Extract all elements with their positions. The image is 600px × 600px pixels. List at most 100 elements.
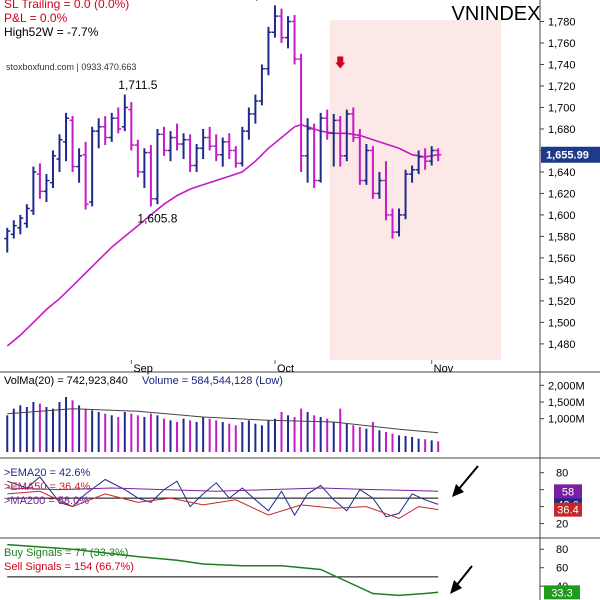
ohlc-bar [206, 126, 213, 151]
ohlc-bar [36, 163, 43, 199]
ohlc-bar [219, 137, 226, 167]
signals-pointer-arrow [455, 565, 473, 587]
buy-signals-line [7, 543, 439, 597]
ohlc-bar [291, 15, 298, 65]
ohlc-bar [376, 171, 383, 199]
price-y-tick-label: 1,720 [548, 81, 576, 93]
ohlc-bar [369, 146, 376, 199]
ohlc-bar [128, 102, 135, 151]
price-y-tick-label: 1,640 [548, 167, 576, 179]
ohlc-bar [4, 227, 11, 253]
ohlc-bar [213, 134, 220, 162]
ohlc-bar [311, 123, 318, 189]
breadth-line-ema50 [7, 490, 439, 519]
ohlc-bar [141, 148, 148, 189]
breadth-pointer-arrow [457, 465, 479, 491]
ohlc-bar [356, 128, 363, 185]
breadth-end-box [554, 484, 582, 499]
ohlc-bar [435, 148, 442, 162]
last-price-label: 1,655.99 [546, 150, 589, 162]
volume-text: Volume = 584,544,128 (Low) [142, 375, 283, 387]
ohlc-bar [49, 150, 56, 189]
ohlc-bar [160, 126, 167, 156]
header-line: P&L = 0.0% [4, 11, 68, 25]
breadth-line-ema20 [7, 476, 439, 518]
ohlc-bar [174, 123, 181, 151]
breadth-legend-item: >EMA20 = 42.6% [4, 467, 90, 479]
header-line: High52W = -7.7% [4, 25, 99, 39]
volume-ma-text: VolMa(20) = 742,923,840 [4, 375, 128, 387]
breadth-y-tick-label: 20 [556, 519, 568, 531]
ohlc-bar [115, 107, 122, 134]
ohlc-bar [108, 112, 115, 142]
price-y-tick-label: 1,600 [548, 210, 576, 222]
ohlc-bar [324, 109, 331, 140]
ohlc-bar [415, 150, 422, 175]
ohlc-bar [428, 146, 435, 166]
ohlc-bar [63, 112, 70, 162]
price-annotation: 1,605.8 [137, 212, 177, 226]
chart-title: VNINDEX [452, 3, 541, 25]
signals-y-tick-label: 80 [556, 544, 568, 556]
ohlc-bar [10, 220, 17, 239]
price-ma-line [6, 123, 439, 347]
buy-signals-text: Buy Signals = 77 (33.3%) [4, 547, 128, 559]
watermark-text: stoxboxfund.com | 0933.470.663 [6, 62, 136, 72]
ohlc-bar [337, 116, 344, 167]
ohlc-bar [252, 94, 259, 124]
ohlc-bar [343, 109, 350, 162]
ohlc-bar [134, 139, 141, 178]
price-y-tick-label: 1,540 [548, 274, 576, 286]
ohlc-bar [43, 174, 50, 203]
ohlc-bar [422, 148, 429, 170]
ohlc-bar [102, 116, 109, 146]
price-y-tick-label: 1,500 [548, 317, 576, 329]
ohlc-bar [76, 148, 83, 183]
ohlc-bar [402, 169, 409, 220]
ohlc-bar [187, 134, 194, 172]
signals-y-tick-label: 60 [556, 563, 568, 575]
ohlc-bar [82, 141, 89, 210]
ohlc-bar [17, 214, 24, 235]
ohlc-bar [154, 128, 161, 205]
ohlc-bar [350, 107, 357, 142]
breadth-end-label: 58 [562, 486, 574, 498]
price-y-tick-label: 1,760 [548, 38, 576, 50]
ohlc-bar [409, 165, 416, 183]
ohlc-bar [258, 64, 265, 106]
volume-y-tick-label: 2,000M [548, 380, 585, 392]
ohlc-bar [226, 133, 233, 160]
ohlc-bar [304, 118, 311, 183]
signals-pointer-arrowhead [450, 580, 462, 594]
sell-signals-text: Sell Signals = 154 (66.7%) [4, 561, 134, 573]
signals-end-box [544, 585, 580, 600]
ohlc-bar [200, 128, 207, 160]
ohlc-bar [396, 208, 403, 237]
ohlc-bar [193, 144, 200, 172]
ohlc-bar [285, 16, 292, 49]
volume-y-tick-label: 1,000M [548, 414, 585, 426]
price-y-tick-label: 1,560 [548, 253, 576, 265]
price-y-tick-label: 1,780 [548, 16, 576, 28]
ohlc-bar [69, 116, 76, 172]
volume-y-tick-label: 1,500M [548, 397, 585, 409]
price-annotation: 1,794.8 [248, 0, 288, 3]
ohlc-bar [89, 126, 96, 207]
ohlc-bar [95, 118, 102, 149]
x-tick-label: Nov [434, 363, 454, 375]
price-y-tick-label: 1,620 [548, 188, 576, 200]
price-y-tick-label: 1,580 [548, 231, 576, 243]
ohlc-bar [330, 113, 337, 167]
x-tick-label: Sep [133, 363, 153, 375]
price-y-tick-label: 1,680 [548, 124, 576, 136]
price-annotation: 1,711.5 [118, 78, 157, 92]
header-line: SL Trailing = 0.0 (0.0%) [4, 0, 129, 11]
breadth-end-box [554, 502, 582, 517]
breadth-legend-item: >MA200 = 58.0% [4, 495, 89, 507]
ohlc-bar [30, 166, 37, 215]
breadth-line-ma200 [7, 487, 439, 492]
x-tick-label: Oct [277, 363, 294, 375]
ohlc-bar [180, 133, 187, 160]
signals-end-label: 33.3 [551, 587, 572, 599]
